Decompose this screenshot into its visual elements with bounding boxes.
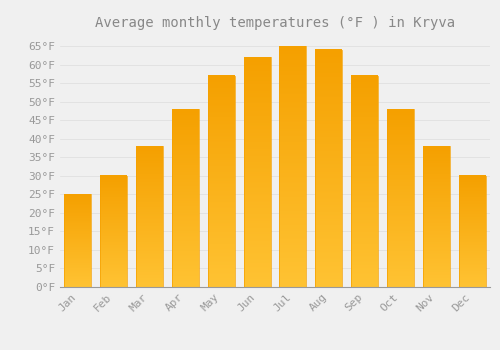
- Bar: [458, 176, 485, 287]
- Bar: [136, 146, 163, 287]
- Bar: [351, 76, 378, 287]
- Bar: [316, 50, 342, 287]
- Bar: [387, 109, 414, 287]
- Title: Average monthly temperatures (°F ) in Kryva: Average monthly temperatures (°F ) in Kr…: [95, 16, 455, 30]
- Bar: [280, 46, 306, 287]
- Bar: [423, 146, 450, 287]
- Bar: [244, 57, 270, 287]
- Bar: [100, 176, 127, 287]
- Bar: [64, 194, 92, 287]
- Bar: [208, 76, 234, 287]
- Bar: [172, 109, 199, 287]
